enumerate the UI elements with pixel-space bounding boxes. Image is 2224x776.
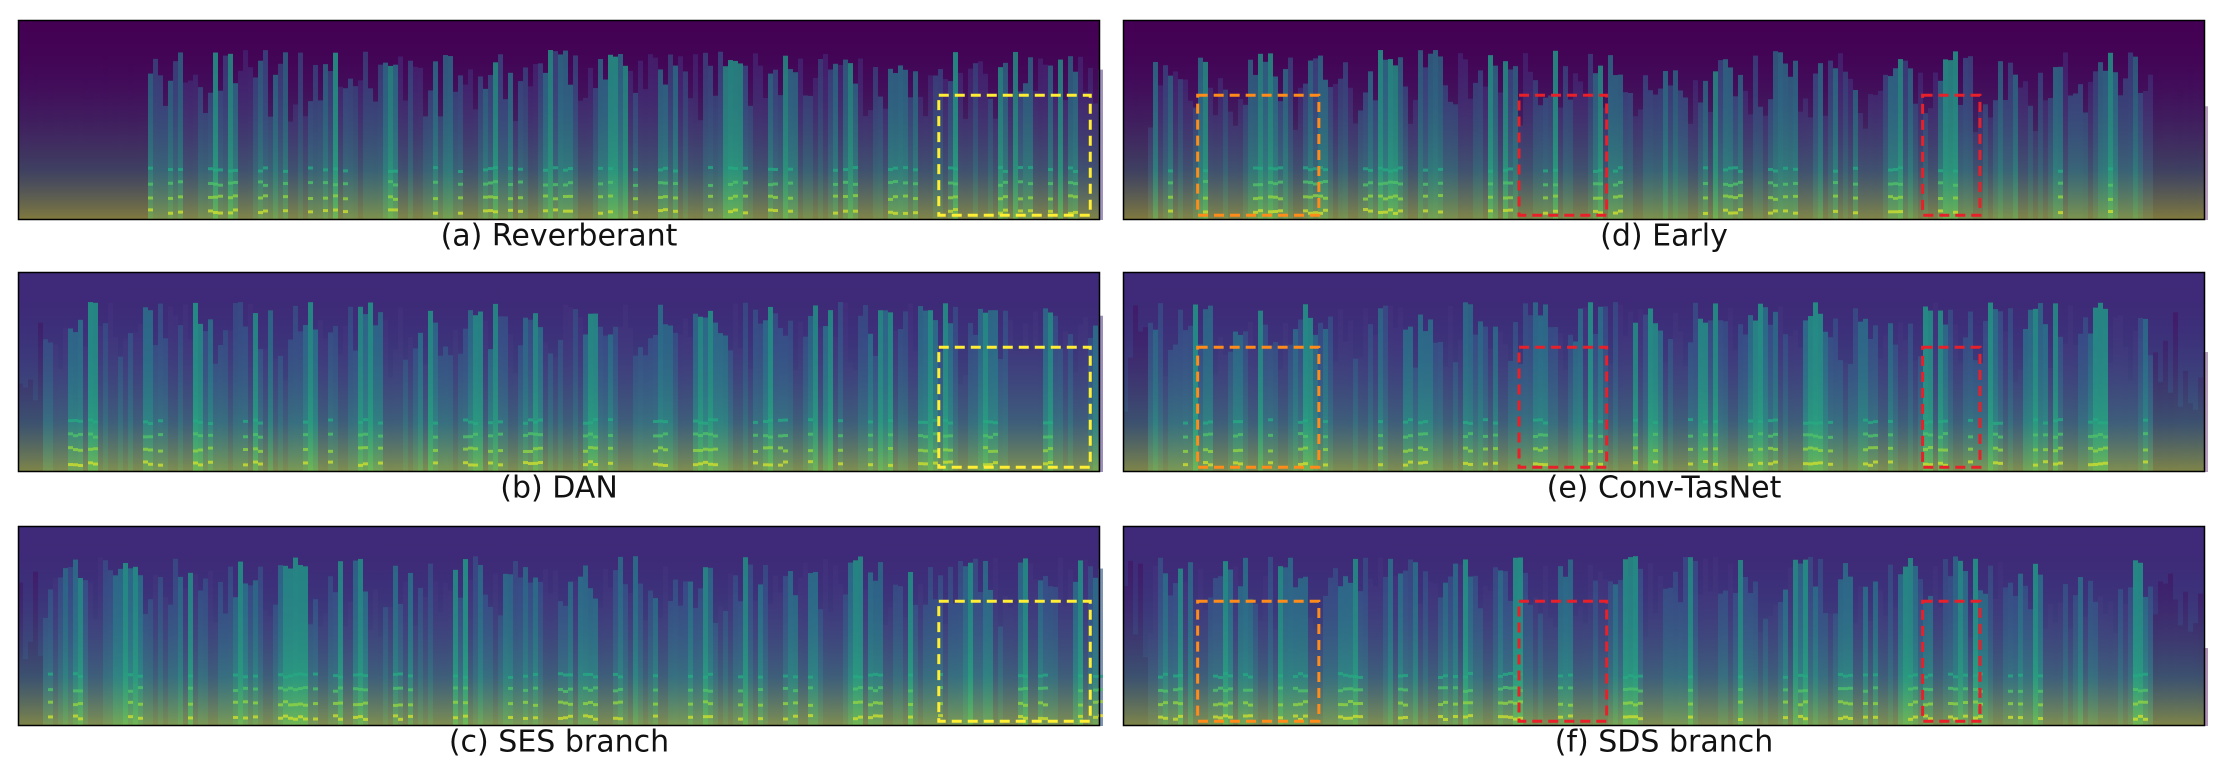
highlight-box: [1517, 345, 1609, 469]
low-freq-glow: [18, 20, 1100, 220]
panel-frame: [1122, 525, 2206, 727]
spectrogram-stripe: [1098, 568, 1103, 726]
panel-frame: [17, 525, 1101, 727]
harmonic: [1098, 714, 1103, 718]
spectrogram-panel: [17, 19, 1103, 221]
harmonic: [1098, 674, 1103, 678]
panel-frame: [17, 271, 1101, 473]
spectrogram-stripe: [1098, 69, 1103, 220]
panel-caption: (f) SDS branch: [1555, 725, 1774, 760]
panel-frame: [1122, 271, 2206, 473]
highlight-box: [937, 93, 1092, 217]
highlight-box: [1517, 93, 1609, 217]
highlight-box: [937, 599, 1092, 723]
harmonic: [1098, 700, 1103, 704]
low-freq-glow: [1123, 272, 2205, 472]
highlight-box: [1921, 93, 1982, 217]
highlight-box: [937, 345, 1092, 469]
panel-caption: (b) DAN: [500, 471, 618, 506]
spectrogram-stripe: [2203, 106, 2208, 220]
highlight-box: [1921, 345, 1982, 469]
panel-caption: (e) Conv-TasNet: [1547, 471, 1782, 506]
low-freq-glow: [1123, 526, 2205, 726]
spectrogram-panel: [1122, 525, 2208, 727]
low-freq-glow: [1123, 20, 2205, 220]
highlight-box: [1517, 599, 1609, 723]
spectrogram-panel: [17, 525, 1103, 727]
panel-frame: [1122, 19, 2206, 221]
spectrogram-panel: [1122, 19, 2208, 221]
highlight-box: [1196, 345, 1321, 469]
spectrogram-panel: [17, 271, 1103, 473]
panel-caption: (a) Reverberant: [441, 219, 678, 254]
spectrogram-stripe: [1098, 315, 1103, 472]
highlight-box: [1196, 599, 1321, 723]
low-freq-glow: [18, 272, 1100, 472]
spectrogram-stripe: [2203, 352, 2208, 472]
harmonic: [1098, 688, 1103, 692]
low-freq-glow: [18, 526, 1100, 726]
panel-caption: (c) SES branch: [449, 725, 669, 760]
panel-caption: (d) Early: [1600, 219, 1728, 254]
highlight-box: [1196, 93, 1321, 217]
highlight-box: [1921, 599, 1982, 723]
spectrogram-stripe: [2203, 648, 2208, 726]
spectrogram-panel: [1122, 271, 2208, 473]
panel-frame: [17, 19, 1101, 221]
